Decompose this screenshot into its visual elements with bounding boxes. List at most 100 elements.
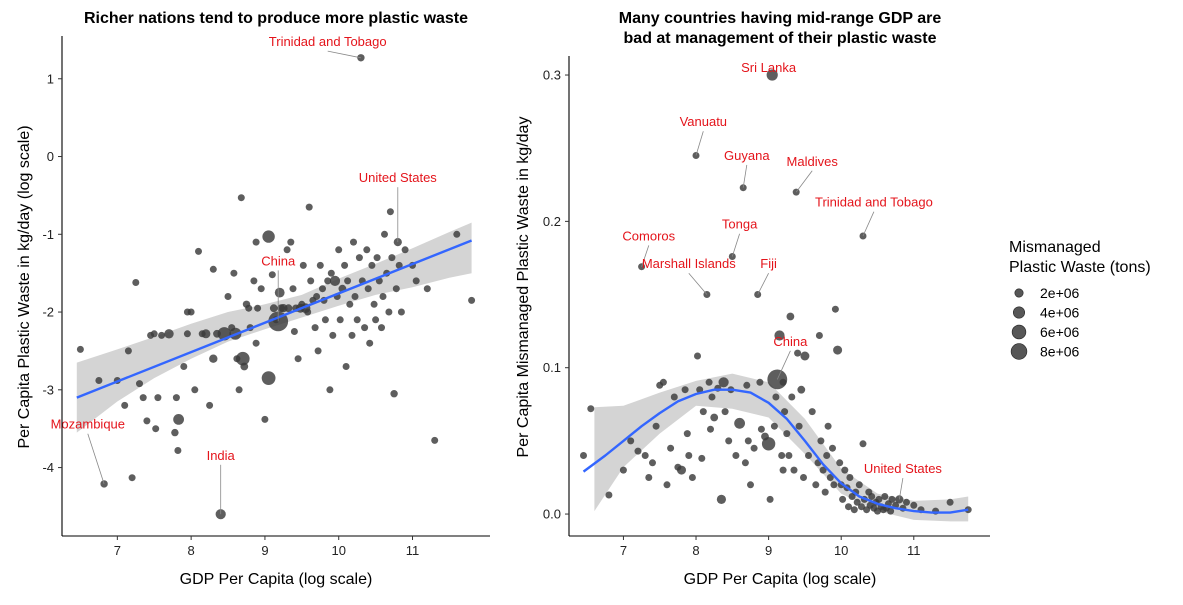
- legend-size-key: [1010, 343, 1028, 360]
- left-data-point: [154, 394, 162, 402]
- right-data-point: [683, 430, 691, 438]
- left-data-point: [164, 329, 174, 339]
- left-data-point: [364, 285, 372, 293]
- right-annotation-label: Marshall Islands: [642, 256, 736, 271]
- right-data-point: [652, 422, 660, 430]
- left-data-point: [344, 277, 352, 285]
- left-data-point: [305, 203, 313, 211]
- right-data-point: [778, 452, 786, 459]
- right-data-point: [841, 466, 849, 474]
- left-data-point: [262, 230, 275, 243]
- right-x-tick-label: 8: [692, 543, 699, 558]
- right-annotation-leader: [898, 478, 904, 500]
- right-scatter-panel: Sri Lanka Vanuatu Guyana Maldives Trinidad a…: [543, 56, 990, 558]
- right-data-point: [772, 393, 780, 401]
- left-data-point: [289, 285, 297, 293]
- left-data-point: [319, 285, 326, 293]
- left-data-point: [268, 271, 276, 279]
- right-data-point: [855, 481, 863, 489]
- right-data-point: [677, 465, 686, 475]
- right-annotation-leader: [795, 170, 813, 193]
- right-data-point: [734, 417, 745, 429]
- right-data-point: [829, 444, 836, 452]
- right-data-point: [705, 378, 713, 386]
- right-data-point: [786, 312, 795, 321]
- right-data-point: [887, 507, 895, 515]
- left-data-point: [254, 304, 262, 312]
- left-data-point: [95, 377, 103, 384]
- right-data-point: [845, 503, 852, 511]
- right-data-point: [732, 452, 740, 459]
- left-data-point: [287, 238, 295, 246]
- left-data-point: [350, 238, 357, 246]
- right-chart-title-line1: Many countries having mid-range GDP are: [619, 10, 942, 27]
- left-x-tick-label: 10: [331, 543, 345, 558]
- right-data-point: [587, 405, 595, 413]
- left-y-tick-label: -2: [42, 305, 54, 320]
- right-data-point: [649, 459, 656, 467]
- right-data-point: [868, 493, 876, 500]
- legend-title-line2: Plastic Waste (tons): [1009, 259, 1151, 276]
- right-annotation-label: Vanuatu: [680, 114, 727, 129]
- right-annotation-label: Fiji: [760, 256, 777, 271]
- left-data-point: [290, 328, 298, 335]
- legend-size-label: 8e+06: [1040, 344, 1080, 360]
- right-annotation-leader: [742, 164, 748, 188]
- right-data-point: [694, 352, 701, 360]
- left-y-tick-label: -3: [42, 382, 54, 397]
- right-x-tick-label: 9: [765, 543, 772, 558]
- right-data-point: [770, 422, 778, 430]
- left-data-point: [132, 279, 140, 286]
- left-data-point: [173, 414, 185, 425]
- right-data-point: [766, 495, 774, 503]
- right-data-point: [750, 444, 758, 452]
- right-trend-line: [582, 388, 969, 514]
- right-data-point: [688, 474, 696, 481]
- left-data-point: [128, 474, 136, 482]
- left-data-point: [336, 316, 344, 324]
- left-chart-title: Richer nations tend to produce more plas…: [84, 10, 468, 27]
- legend-size-label: 6e+06: [1040, 324, 1080, 340]
- right-data-point: [839, 495, 847, 503]
- left-y-tick-label: 1: [47, 71, 54, 86]
- right-data-point: [743, 381, 751, 389]
- right-annotation-leader: [731, 233, 740, 257]
- right-data-point: [707, 425, 714, 433]
- right-data-point: [800, 351, 810, 361]
- left-data-point: [379, 293, 387, 300]
- right-data-point: [875, 495, 883, 503]
- left-data-point: [121, 401, 129, 409]
- left-data-point: [174, 447, 182, 454]
- left-data-point: [314, 347, 322, 355]
- right-annotation-label: Guyana: [724, 148, 770, 163]
- right-x-tick-label: 7: [620, 543, 627, 558]
- right-x-axis-title: GDP Per Capita (log scale): [684, 571, 877, 588]
- left-data-point: [274, 287, 285, 298]
- left-data-point: [355, 254, 363, 262]
- left-data-point: [307, 277, 315, 285]
- right-data-point: [721, 408, 729, 416]
- left-data-point: [250, 277, 258, 285]
- right-data-point: [824, 422, 832, 430]
- left-data-point: [245, 304, 253, 312]
- left-data-point: [139, 394, 147, 402]
- right-data-point: [846, 474, 854, 481]
- right-data-point: [645, 474, 653, 481]
- left-x-tick-label: 11: [406, 543, 420, 558]
- right-data-point: [836, 459, 844, 467]
- left-data-point: [201, 329, 211, 339]
- right-data-point: [718, 377, 729, 388]
- right-y-tick-label: 0.3: [543, 68, 561, 83]
- right-data-point: [716, 494, 727, 504]
- right-data-point: [800, 474, 807, 481]
- left-data-point: [335, 246, 343, 254]
- legend-title-line1: Mismanaged: [1009, 239, 1101, 256]
- left-data-point: [390, 390, 398, 398]
- right-data-point: [808, 408, 816, 416]
- left-trend-line: [76, 239, 473, 399]
- right-data-point: [853, 498, 861, 506]
- right-data-point: [794, 349, 802, 357]
- right-data-point: [634, 447, 642, 455]
- left-data-point: [388, 254, 396, 262]
